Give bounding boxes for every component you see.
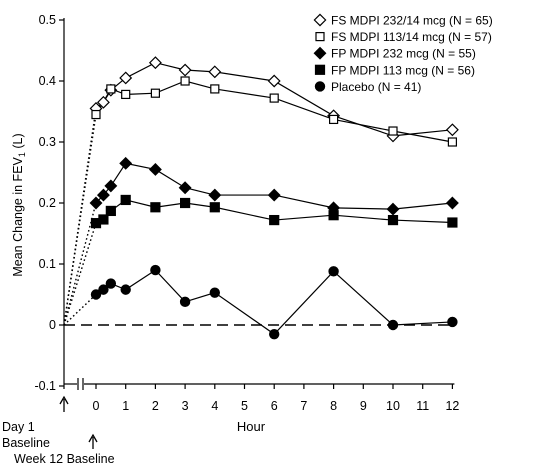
- series-5-point: [447, 316, 458, 328]
- series-1-point: [96, 95, 110, 109]
- legend: FS MDPI 232/14 mcg (N = 65) FS MDPI 113/1…: [313, 13, 493, 94]
- series-3-point: [386, 202, 400, 216]
- week12-baseline-arrow-head: [88, 433, 98, 443]
- y-axis-label-unit: (L): [11, 133, 25, 152]
- series-2-line: [95, 80, 453, 143]
- legend-marker: [313, 13, 327, 27]
- x-tick-label: 10: [386, 399, 400, 413]
- x-tick-label: 8: [330, 399, 337, 413]
- x-axis-label: Hour: [237, 419, 266, 434]
- legend-marker: [313, 46, 327, 60]
- x-tick-label: 3: [182, 399, 189, 413]
- series-2-point: [180, 76, 190, 86]
- y-tick-label: 0.2: [39, 196, 56, 210]
- series-3-point: [208, 188, 222, 202]
- series-5-point: [90, 289, 102, 300]
- series-3-point: [148, 163, 162, 176]
- series-4-point: [328, 210, 339, 221]
- x-tick-label: 12: [445, 399, 459, 413]
- chart-labels: Mean Change in FEV1 (L) Hour Day 1 Basel…: [2, 133, 266, 466]
- series-5-baseline-connector: [63, 293, 97, 326]
- week12-baseline-label: Week 12 Baseline: [14, 452, 115, 466]
- series-3-point: [89, 196, 103, 210]
- baseline-connectors: [63, 108, 97, 326]
- legend-marker: [314, 64, 326, 75]
- series-3-point: [445, 196, 459, 210]
- series-3-point: [178, 181, 192, 195]
- series-1-point: [119, 71, 133, 85]
- y-tick-label: 0.1: [39, 257, 56, 271]
- series-4-baseline-connector: [63, 222, 97, 326]
- x-tick-label: 2: [152, 399, 159, 413]
- series-5-point: [105, 278, 117, 289]
- series-markers: [89, 56, 459, 340]
- series-2-point: [210, 84, 220, 94]
- series-5-point: [120, 284, 131, 295]
- day1-baseline-arrow-head: [59, 395, 69, 405]
- legend-marker: [315, 31, 325, 42]
- y-tick-label: 0.3: [39, 135, 56, 149]
- x-tick-label: 7: [300, 399, 307, 413]
- series-3-point: [267, 188, 281, 202]
- series-3-point: [119, 156, 133, 170]
- series-1-point: [267, 74, 281, 88]
- series-5-point: [328, 266, 339, 277]
- series-4-point: [105, 205, 116, 217]
- series-3-line: [95, 162, 453, 210]
- series-1-point: [208, 65, 222, 79]
- day1-baseline-label-line2: Baseline: [2, 436, 50, 450]
- y-tick-label: 0: [49, 318, 56, 332]
- day1-baseline-label-line1: Day 1: [2, 420, 35, 434]
- series-2-baseline-connector: [63, 114, 97, 326]
- series-5-point: [269, 328, 280, 340]
- series-1-point: [178, 63, 192, 77]
- series-4-point: [98, 214, 109, 225]
- series-5-point: [98, 284, 109, 295]
- legend-label: FP MDPI 113 mcg (N = 56): [331, 63, 475, 77]
- series-2-point: [447, 137, 457, 147]
- series-5-point: [150, 264, 161, 276]
- series-3-point: [104, 179, 118, 193]
- x-tick-label: 5: [241, 399, 248, 413]
- y-axis-label-subscript: 1: [17, 152, 27, 157]
- legend-marker: [314, 81, 326, 92]
- series-5-point: [387, 319, 399, 331]
- series-4-point: [209, 202, 220, 213]
- x-tick-label: 11: [416, 399, 429, 413]
- y-tick-label: 0.5: [39, 13, 56, 27]
- axes: -0.100.10.20.30.40.50 1 2 3 4 5 6 7 8 9 10 11 12: [34, 13, 459, 449]
- series-2-point: [329, 114, 339, 125]
- x-tick-label: 0: [93, 399, 100, 413]
- series-2-point: [121, 89, 131, 100]
- series-1-point: [445, 123, 459, 137]
- y-tick-label: 0.4: [39, 74, 56, 88]
- y-axis-label: Mean Change in FEV1 (L): [11, 133, 27, 276]
- series-2-point: [150, 88, 160, 98]
- series-3-point: [96, 188, 110, 202]
- x-tick-label: 6: [271, 399, 278, 413]
- series-2-point: [106, 84, 116, 94]
- legend-label: FP MDPI 232 mcg (N = 55): [331, 47, 476, 61]
- x-tick-label: 1: [122, 399, 129, 413]
- legend-label: FS MDPI 232/14 mcg (N = 65): [331, 14, 493, 28]
- series-5-point: [209, 287, 220, 298]
- series-2-point: [269, 93, 279, 103]
- series-4-point: [150, 202, 161, 213]
- series-4-point: [447, 217, 458, 228]
- series-5-point: [179, 296, 191, 308]
- series-2-point: [388, 126, 398, 136]
- legend-label: FS MDPI 113/14 mcg (N = 57): [331, 30, 492, 44]
- series-4-point: [269, 214, 280, 226]
- series-1-point: [148, 56, 162, 70]
- y-tick-label: -0.1: [34, 379, 56, 393]
- series-4-point: [387, 214, 399, 226]
- series-3-baseline-connector: [63, 202, 97, 326]
- x-tick-label: 4: [211, 399, 218, 413]
- x-tick-label: 9: [360, 399, 367, 413]
- series-4-point: [180, 197, 191, 209]
- legend-label: Placebo (N = 41): [331, 80, 421, 94]
- series-2-point: [91, 109, 101, 120]
- series-4-point: [120, 194, 131, 206]
